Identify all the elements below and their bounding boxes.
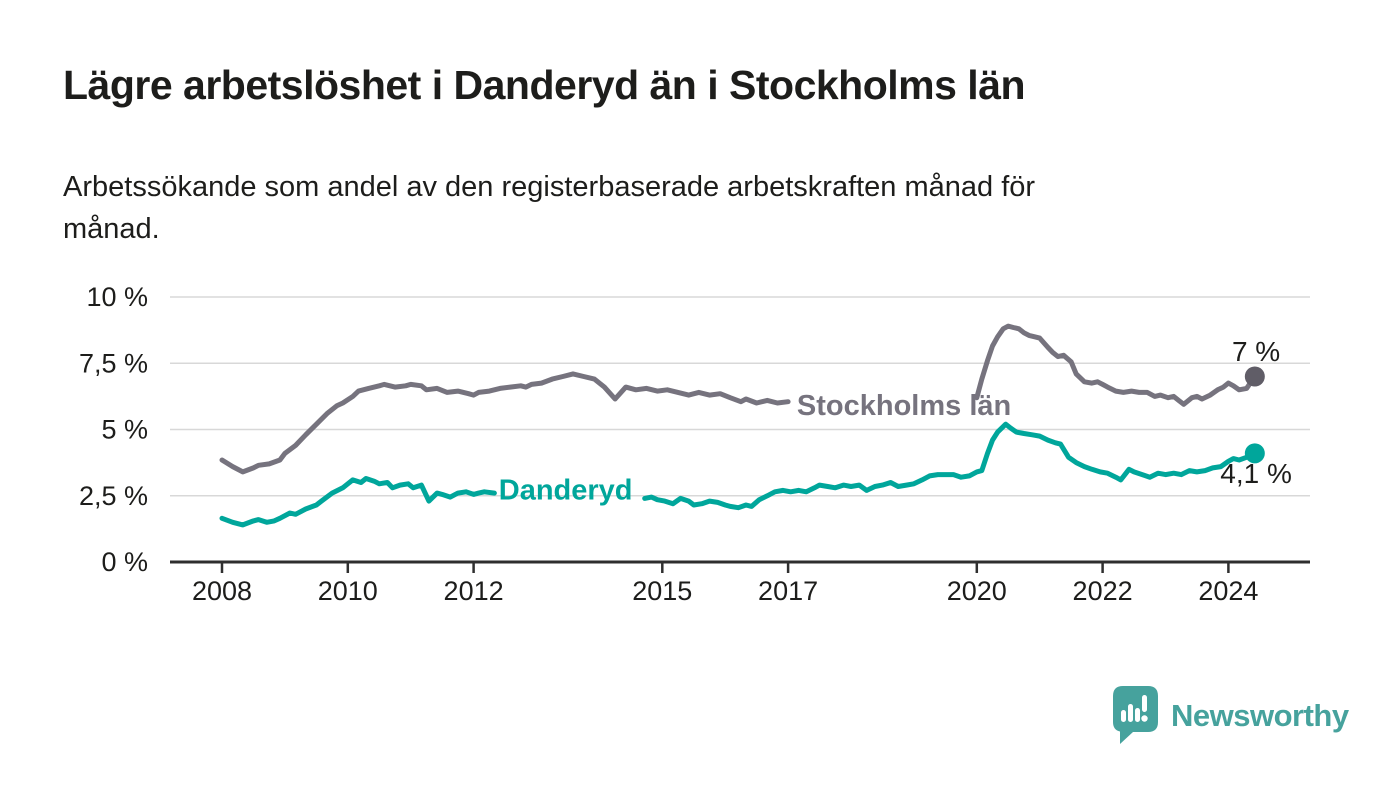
- x-tick-label: 2008: [192, 576, 252, 606]
- end-dot-stockholms-l-n: [1244, 366, 1265, 387]
- axes: [170, 560, 1310, 573]
- gridlines: [170, 296, 1310, 497]
- y-tick-label: 10 %: [86, 282, 148, 312]
- y-tick-label: 2,5 %: [79, 481, 148, 511]
- newsworthy-wordmark: Newsworthy: [1171, 698, 1349, 733]
- logo-bar-1: [1121, 710, 1126, 722]
- labels: 0 % 2,5 % 5 % 7,5 % 10 % 2008 2010 2012 2015 2017…: [79, 282, 1292, 606]
- series-line-danderyd-seg1: [219, 476, 497, 528]
- logo-bar-3: [1135, 708, 1140, 722]
- chart-subtitle: Arbetssökande som andel av den registerb…: [63, 166, 1303, 250]
- x-tick-label: 2024: [1198, 576, 1258, 606]
- end-value-label-danderyd: 4,1 %: [1220, 458, 1292, 489]
- logo-exclamation-bar: [1142, 695, 1147, 712]
- series-line-stockholms-l-n-seg2: [974, 323, 1258, 407]
- y-tick-label: 5 %: [101, 415, 148, 445]
- logo-bar-2: [1128, 704, 1133, 722]
- x-tick-label: 2017: [758, 576, 818, 606]
- x-tick-label: 2015: [632, 576, 692, 606]
- series-line-stockholms-l-n-seg1: [219, 371, 791, 475]
- y-tick-label: 0 %: [101, 547, 148, 577]
- y-tick-label: 7,5 %: [79, 348, 148, 378]
- chart-title: Lägre arbetslöshet i Danderyd än i Stock…: [63, 62, 1026, 108]
- series-label-stockholms-l-n: Stockholms län: [797, 390, 1011, 422]
- end-value-label-stockholms-l-n: 7 %: [1232, 336, 1280, 367]
- x-tick-label: 2022: [1073, 576, 1133, 606]
- series-label-danderyd: Danderyd: [499, 475, 633, 507]
- x-tick-label: 2012: [444, 576, 504, 606]
- x-tick-label: 2020: [947, 576, 1007, 606]
- newsworthy-logo: Newsworthy: [1112, 686, 1349, 746]
- x-tick-label: 2010: [318, 576, 378, 606]
- chart-subtitle-line-2: månad.: [63, 213, 160, 245]
- logo-exclamation-dot: [1141, 715, 1148, 722]
- newsworthy-icon: [1113, 686, 1158, 744]
- series-line-danderyd-seg2: [642, 421, 1258, 511]
- end-dot-danderyd: [1244, 443, 1265, 464]
- series: [219, 323, 1265, 528]
- chart-subtitle-line-1: Arbetssökande som andel av den registerb…: [63, 171, 1036, 203]
